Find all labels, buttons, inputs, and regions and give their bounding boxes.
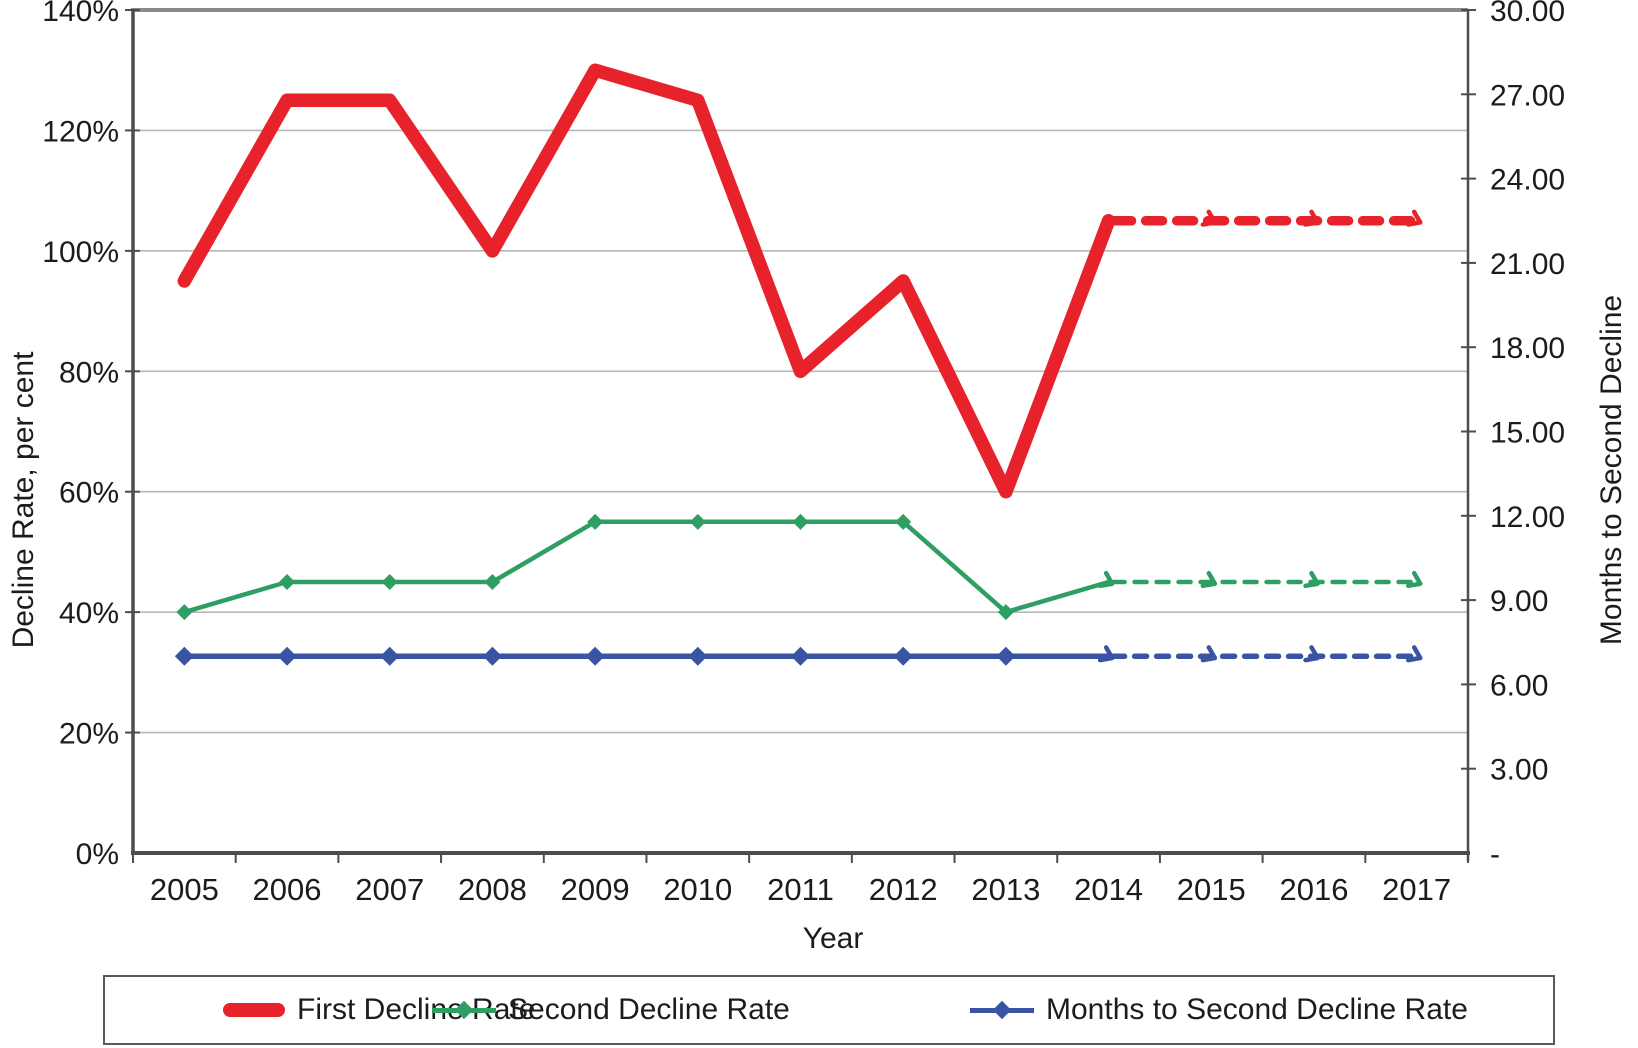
diamond-marker — [895, 513, 912, 530]
diamond-marker — [791, 646, 810, 666]
legend-item-months-to-second-decline: Months to Second Decline Rate — [970, 977, 1468, 1043]
gridlines — [133, 129, 1468, 734]
diamond-marker — [484, 574, 501, 591]
left-axis-tick-label: 140% — [42, 0, 119, 28]
diamond-marker — [277, 646, 297, 666]
series-line-solid-1 — [182, 519, 1111, 615]
right-axis-title: Months to Second Decline — [1595, 294, 1628, 646]
left-axis-tick-label: 80% — [59, 356, 119, 389]
right-axis-tick-label: 3.00 — [1490, 754, 1548, 787]
chevron-marker — [1200, 570, 1218, 589]
diamond-marker — [585, 646, 605, 666]
chevron-marker — [1303, 645, 1320, 663]
chevron-marker — [1097, 645, 1115, 663]
months-to-second-decline-line-swatch-icon — [970, 1000, 1034, 1020]
chevron-marker — [1406, 209, 1423, 227]
x-axis-tick-label: 2017 — [1382, 872, 1451, 907]
chevron-marker — [1406, 570, 1423, 589]
chevron-marker — [1200, 645, 1218, 663]
legend-item-second-decline-rate: Second Decline Rate — [432, 977, 790, 1043]
x-axis-tick-label: 2010 — [663, 872, 732, 907]
x-axis-tick-label: 2009 — [561, 872, 630, 907]
legend-label: Months to Second Decline Rate — [1046, 993, 1468, 1026]
left-axis-title: Decline Rate, per cent — [7, 351, 40, 649]
left-axis-tick-label: 0% — [76, 838, 119, 871]
axis-tick-labels: 0% 20% 40% 60% 80% 100% 120% 140% - 3.00 6.00 9.00 1… — [42, 0, 1565, 907]
right-axis-tick-label: 18.00 — [1490, 332, 1565, 365]
chevron-marker — [1200, 209, 1218, 227]
right-axis-tick-label: - — [1490, 838, 1500, 871]
second-decline-rate-line-swatch-icon — [432, 1000, 496, 1020]
x-axis-tick-label: 2005 — [150, 872, 219, 907]
diamond-marker — [688, 646, 708, 666]
chevron-marker — [1303, 209, 1320, 227]
diamond-marker — [176, 604, 193, 621]
x-axis-tick-label: 2013 — [971, 872, 1040, 907]
diamond-marker — [381, 574, 398, 591]
right-axis-tick-label: 15.00 — [1490, 417, 1565, 450]
diamond-marker — [997, 604, 1014, 621]
x-axis-tick-label: 2008 — [458, 872, 527, 907]
legend-label: Second Decline Rate — [508, 993, 790, 1026]
diamond-marker — [792, 513, 809, 530]
diamond-marker — [587, 513, 604, 530]
chevron-marker — [1406, 645, 1423, 663]
left-axis-tick-label: 100% — [42, 236, 119, 269]
x-axis-tick-label: 2016 — [1279, 872, 1348, 907]
diamond-marker — [996, 646, 1016, 666]
right-axis-tick-label: 27.00 — [1490, 79, 1565, 112]
legend: First Decline Rate Second Decline Rate M… — [103, 975, 1555, 1045]
x-axis-tick-label: 2007 — [355, 872, 424, 907]
diamond-marker — [174, 646, 194, 666]
x-axis-tick-label: 2012 — [869, 872, 938, 907]
right-axis-tick-label: 12.00 — [1490, 501, 1565, 534]
first-decline-rate-line-swatch-icon — [223, 1003, 285, 1017]
diamond-marker — [893, 646, 913, 666]
right-axis-tick-label: 24.00 — [1490, 164, 1565, 197]
right-axis-tick-label: 21.00 — [1490, 248, 1565, 281]
left-axis-tick-label: 20% — [59, 718, 119, 751]
right-axis-tick-label: 9.00 — [1490, 585, 1548, 618]
series-lines — [174, 63, 1423, 666]
axis-lines — [131, 8, 1470, 861]
diamond-marker — [380, 646, 400, 666]
left-axis-tick-label: 120% — [42, 115, 119, 148]
x-axis-tick-label: 2011 — [767, 872, 834, 907]
left-axis-tick-label: 40% — [59, 597, 119, 630]
right-axis-tick-label: 30.00 — [1490, 0, 1565, 28]
x-axis-tick-label: 2006 — [253, 872, 322, 907]
axis-ticks — [125, 9, 1476, 863]
chevron-marker — [1303, 570, 1320, 589]
x-axis-title: Year — [802, 922, 864, 955]
x-axis-tick-label: 2015 — [1177, 872, 1246, 907]
diamond-marker — [279, 574, 296, 591]
chevron-marker — [1097, 570, 1115, 589]
left-axis-tick-label: 60% — [59, 477, 119, 510]
x-axis-tick-label: 2014 — [1074, 872, 1143, 907]
right-axis-tick-label: 6.00 — [1490, 669, 1548, 702]
series-line-solid-0 — [177, 63, 1116, 499]
diamond-marker — [689, 513, 706, 530]
diamond-marker — [482, 646, 502, 666]
